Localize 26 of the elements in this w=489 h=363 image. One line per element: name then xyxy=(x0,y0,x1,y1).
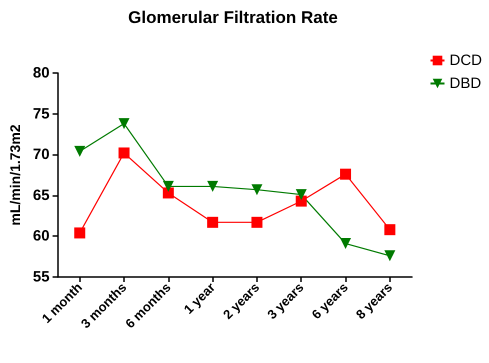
y-tick-label: 55 xyxy=(32,268,50,286)
point xyxy=(251,216,262,228)
point xyxy=(340,168,352,180)
point xyxy=(207,180,218,192)
legend-label: DBD xyxy=(450,75,482,92)
point xyxy=(74,227,86,238)
point xyxy=(384,224,396,236)
y-tick-label: 80 xyxy=(32,64,50,82)
point xyxy=(207,216,218,228)
y-tick-label: 75 xyxy=(32,105,50,122)
y-tick-label: 60 xyxy=(32,228,50,245)
point xyxy=(384,250,396,262)
legend-label: DCD xyxy=(450,52,482,69)
point xyxy=(118,147,130,158)
point xyxy=(74,146,86,157)
point xyxy=(162,187,174,198)
point xyxy=(340,238,352,250)
point xyxy=(251,184,262,196)
point xyxy=(296,196,307,207)
point xyxy=(296,189,307,200)
y-tick-label: 65 xyxy=(32,186,50,204)
y-axis-title: mL/min/1.73m2 xyxy=(7,124,23,226)
chart-title: Glomerular Filtration Rate xyxy=(128,8,338,27)
point xyxy=(162,180,174,192)
point xyxy=(118,118,130,130)
y-tick-label: 70 xyxy=(32,146,50,164)
